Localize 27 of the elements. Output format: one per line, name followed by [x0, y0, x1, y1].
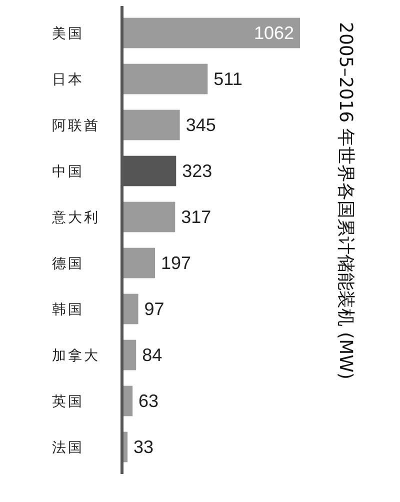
text: 2005–2016 年世界各国累计储能装机 (MW)	[335, 22, 356, 380]
data-label: 33	[134, 437, 154, 457]
y-tick-label: 阿联酋	[52, 118, 100, 134]
data-label: 63	[138, 391, 159, 411]
y-tick-label: 韩国	[52, 302, 84, 318]
data-label: 1062	[254, 23, 294, 43]
bar	[122, 110, 180, 140]
y-tick-label: 英国	[52, 394, 84, 410]
data-label: 323	[182, 161, 212, 181]
y-tick-label: 法国	[52, 440, 84, 456]
y-tick-label: 中国	[52, 164, 84, 180]
y-tick-label: 日本	[52, 72, 84, 88]
data-label: 84	[142, 345, 162, 365]
y-tick-label: 意大利	[51, 210, 100, 226]
data-label: 345	[186, 115, 216, 135]
data-label: 197	[161, 253, 192, 273]
bar	[122, 248, 156, 278]
bar	[122, 202, 176, 232]
data-label: 317	[181, 207, 212, 227]
y-tick-label: 德国	[52, 256, 84, 272]
y-tick-label: 美国	[52, 26, 84, 42]
bar	[122, 294, 138, 324]
data-label: 97	[144, 299, 164, 319]
bar	[122, 18, 300, 48]
data-label: 511	[214, 69, 242, 89]
y-tick-label: 加拿大	[52, 348, 100, 364]
bar	[122, 64, 208, 94]
